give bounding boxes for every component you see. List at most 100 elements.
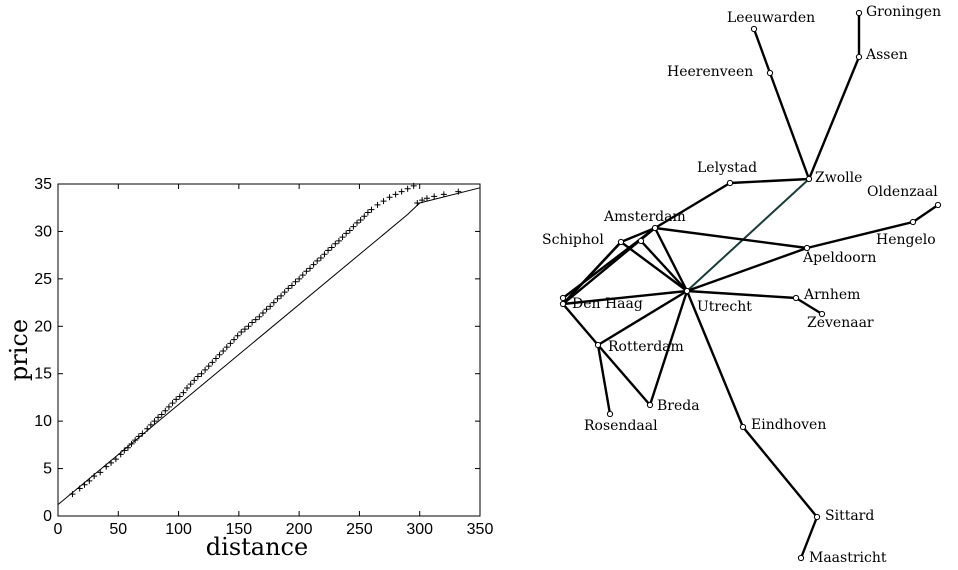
station-node [646,401,654,409]
data-point [374,201,381,208]
city-label: Rosendaal [584,418,658,434]
city-label: Breda [657,398,700,414]
x-axis-ticks: 0 50 100 150 200 250 300 350 [54,184,494,538]
data-point [259,310,266,317]
data-point [321,251,328,258]
data-point [325,247,332,254]
data-point [209,359,216,366]
data-point [151,418,158,425]
junction-node [637,237,645,245]
city-label: Maastricht [809,550,887,566]
data-point [263,306,270,313]
city-label: Arnhem [803,287,860,303]
rail-edge [768,71,811,181]
station-node [750,25,758,33]
data-point [357,217,364,224]
data-point [354,219,361,226]
station-node [594,341,602,349]
data-point [303,268,310,275]
city-label: Utrecht [697,299,752,315]
data-point [431,193,438,200]
data-point [155,414,162,421]
rail-edge [653,226,689,293]
data-point [335,237,342,244]
data-point [198,370,205,377]
station-node [803,244,811,252]
rail-edge [596,343,652,407]
city-label: Lelystad [697,160,757,176]
data-point [223,344,230,351]
rail-edge [911,203,940,224]
data-point [368,206,375,213]
data-point [285,285,292,292]
city-label: Apeldoorn [802,250,876,266]
rail-edge [619,240,689,293]
data-point [404,185,411,192]
data-point [216,351,223,358]
data-point [306,265,313,272]
rail-edge [653,226,809,250]
x-tick-label: 200 [286,521,313,538]
x-tick-label: 350 [467,521,494,538]
plot-area [57,183,481,517]
data-point [231,336,238,343]
city-label: Oldenzaal [867,184,938,200]
data-point [414,199,421,206]
rail-edge [596,343,612,416]
rail-edge [799,515,819,560]
data-point [339,234,346,241]
data-point [270,299,277,306]
city-label: Zevenaar [807,315,874,331]
data-point [256,313,263,320]
x-tick-label: 50 [109,521,127,538]
city-label: Eindhoven [751,417,826,433]
y-tick-label: 15 [34,366,52,383]
station-node [683,287,691,295]
data-point [124,444,131,451]
data-point [205,363,212,370]
data-point [361,213,368,220]
city-label: Zwolle [815,170,862,186]
city-label: Heerenveen [667,64,753,80]
data-point [252,316,259,323]
data-points [69,182,462,498]
data-point [147,421,154,428]
x-axis-label: distance [206,533,308,561]
data-point [158,411,165,418]
y-tick-label: 10 [34,413,52,430]
data-point [281,289,288,296]
data-point [139,430,146,437]
station-node [651,224,659,232]
data-point [238,328,245,335]
station-node [739,423,747,431]
y-tick-label: 0 [43,508,52,525]
rail-edge [561,289,689,306]
data-point [132,437,139,444]
data-point [314,257,321,264]
y-tick-label: 30 [34,223,52,240]
data-point [220,347,227,354]
station-node [805,175,813,183]
data-point [191,377,198,384]
data-point [184,384,191,391]
station-node [818,310,826,318]
data-point [144,425,151,432]
data-point [346,227,353,234]
data-point [278,292,285,299]
rail-edge [685,289,745,429]
data-point [212,355,219,362]
data-point [332,240,339,247]
data-point [81,481,88,488]
x-tick-label: 250 [346,521,373,538]
rail-edge [685,246,809,293]
station-node [559,300,567,308]
y-tick-label: 20 [34,318,52,335]
rail-edge [640,240,688,292]
data-point [288,282,295,289]
rail-edge [653,181,732,230]
data-point [112,456,119,463]
data-point [169,400,176,407]
city-label: Leeuwarden [727,10,815,26]
station-node [606,410,614,418]
fit-line [57,187,481,505]
